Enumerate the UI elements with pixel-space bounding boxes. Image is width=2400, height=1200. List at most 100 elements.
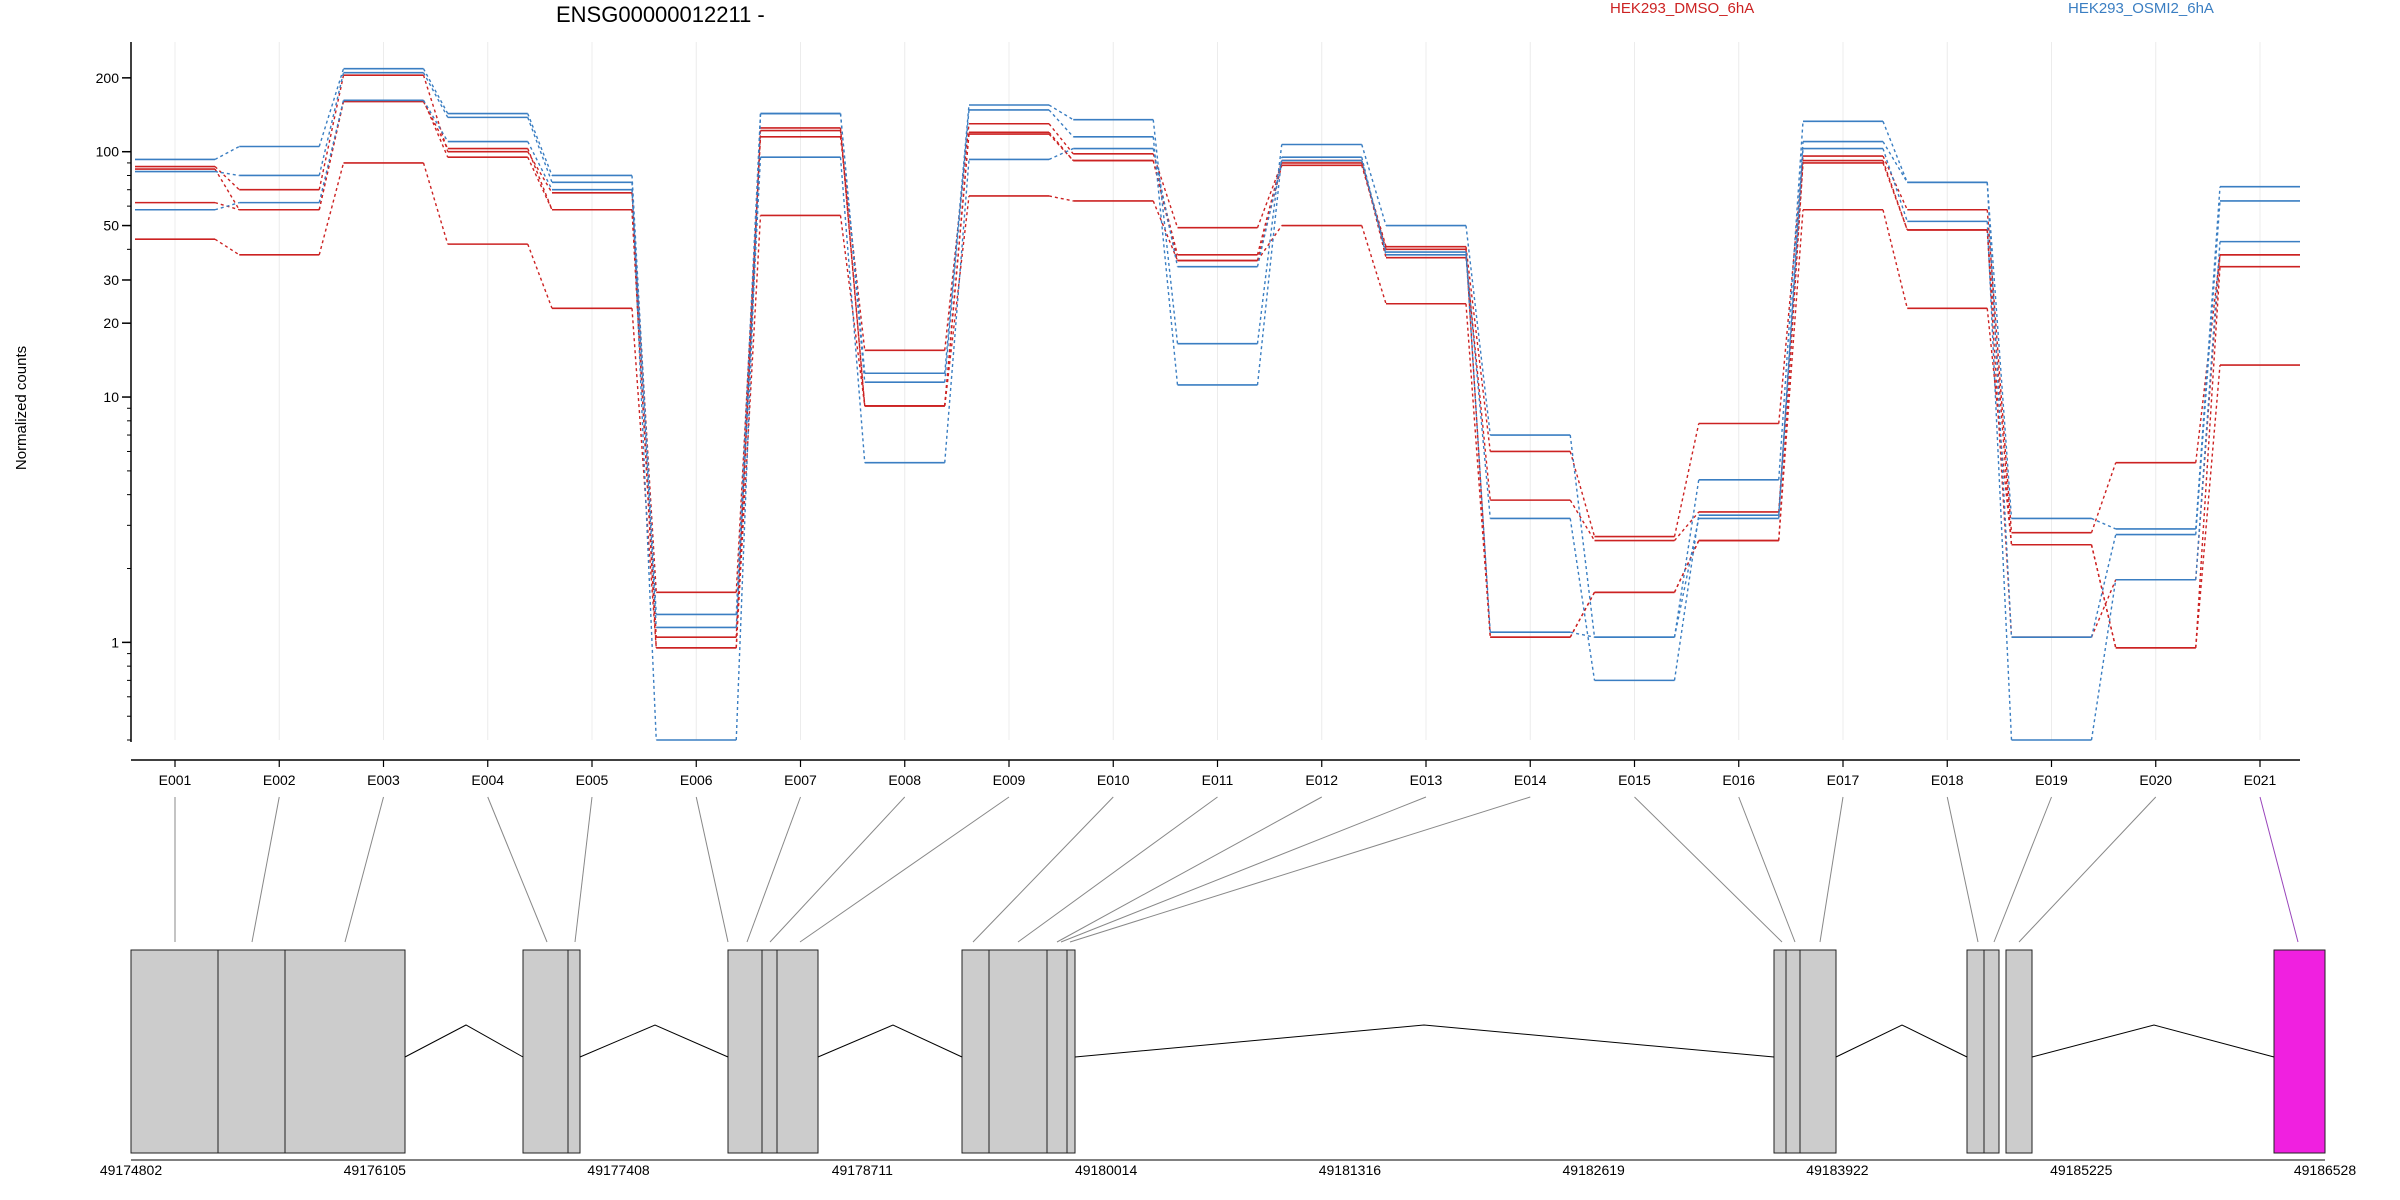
series-connector bbox=[318, 72, 345, 176]
series-connector bbox=[1465, 246, 1491, 452]
series-connector bbox=[1673, 511, 1700, 542]
series-connector bbox=[1882, 160, 1908, 231]
series-lines bbox=[135, 67, 2300, 741]
exon-box bbox=[1046, 949, 1068, 1154]
series-connector bbox=[1986, 229, 2013, 545]
x-tick-label: E014 bbox=[1514, 772, 1547, 788]
series-connector bbox=[1048, 195, 1074, 202]
y-tick-label: 10 bbox=[103, 389, 119, 405]
x-tick-label: E003 bbox=[367, 772, 400, 788]
exon-connector bbox=[1060, 796, 1427, 943]
series-connector bbox=[631, 189, 657, 628]
exon-box bbox=[567, 949, 581, 1154]
series-connector bbox=[631, 308, 657, 648]
series-connector bbox=[422, 101, 449, 149]
series-connector bbox=[839, 215, 866, 407]
x-tick-label: E010 bbox=[1097, 772, 1130, 788]
series-connector bbox=[839, 127, 866, 406]
exon-connector bbox=[1819, 796, 1844, 943]
series-connector bbox=[1569, 434, 1596, 638]
series-connector bbox=[214, 201, 240, 211]
genomic-position-label: 49178711 bbox=[832, 1162, 893, 1178]
series-connector bbox=[1882, 148, 1908, 222]
series-connector bbox=[1465, 257, 1491, 501]
series-connector bbox=[735, 157, 762, 628]
series-connector bbox=[1256, 160, 1283, 267]
x-tick-label: E021 bbox=[2244, 772, 2277, 788]
exon-box bbox=[988, 949, 1048, 1154]
y-axis: 1 10 20 30 50 100 200 bbox=[96, 42, 132, 742]
series-connector bbox=[1048, 123, 1074, 155]
series-connector bbox=[422, 99, 449, 142]
exon-connector bbox=[344, 796, 384, 943]
series-connector bbox=[1048, 109, 1074, 138]
series-connector bbox=[1986, 182, 2013, 519]
series-connector bbox=[2090, 462, 2117, 533]
series-connector bbox=[631, 209, 657, 638]
exon-box bbox=[217, 949, 286, 1154]
genomic-position-label: 49186528 bbox=[2294, 1162, 2357, 1178]
y-axis-label: Normalized counts bbox=[13, 346, 30, 470]
series-connector bbox=[1778, 121, 1804, 480]
chart-title: ENSG00000012211 - bbox=[556, 2, 765, 27]
y-tick-label: 50 bbox=[103, 218, 119, 234]
grid-lines bbox=[174, 42, 2261, 740]
series-connector bbox=[1778, 209, 1804, 541]
exon-box bbox=[776, 949, 819, 1154]
series-connector bbox=[944, 104, 970, 374]
exon-box bbox=[1799, 949, 1837, 1154]
series-connector bbox=[1465, 254, 1491, 519]
series-connector bbox=[422, 72, 449, 118]
series-connector bbox=[2090, 534, 2117, 638]
exon-connector bbox=[1993, 796, 2052, 943]
exon-box bbox=[761, 949, 778, 1154]
exon-connector bbox=[2018, 796, 2157, 943]
series-connector bbox=[1986, 209, 2013, 533]
series-connector bbox=[527, 148, 553, 211]
x-tick-label: E012 bbox=[1305, 772, 1338, 788]
x-tick-label: E018 bbox=[1931, 772, 1964, 788]
intron-line bbox=[1835, 1024, 1968, 1058]
exon-connector bbox=[487, 796, 548, 943]
series-connector bbox=[944, 159, 970, 463]
exon-box bbox=[2005, 949, 2033, 1154]
series-connector bbox=[1361, 160, 1387, 253]
exon-connector bbox=[769, 796, 906, 943]
series-connector bbox=[1361, 160, 1387, 258]
legend-osmi2: HEK293_OSMI2_6hA bbox=[2068, 0, 2214, 17]
series-connector bbox=[318, 162, 345, 255]
exon-box bbox=[1966, 949, 1985, 1154]
y-tick-label: 200 bbox=[96, 70, 120, 86]
series-connector bbox=[839, 113, 866, 383]
series-connector bbox=[1882, 141, 1908, 183]
exon-connector bbox=[1634, 796, 1783, 943]
series-connector bbox=[839, 113, 866, 374]
exon-connector bbox=[2259, 796, 2299, 943]
x-tick-label: E016 bbox=[1722, 772, 1755, 788]
y-tick-label: 1 bbox=[111, 634, 119, 650]
genomic-position-label: 49182619 bbox=[1563, 1162, 1626, 1178]
y-tick-label: 100 bbox=[96, 144, 120, 160]
intron-line bbox=[404, 1024, 524, 1058]
series-connector bbox=[214, 170, 240, 177]
exon-box bbox=[1983, 949, 2000, 1154]
series-connector bbox=[2090, 579, 2117, 741]
series-connector bbox=[1882, 155, 1908, 211]
genomic-position-label: 49176105 bbox=[344, 1162, 407, 1178]
x-tick-label: E013 bbox=[1410, 772, 1443, 788]
series-connector bbox=[1986, 221, 2013, 741]
genomic-position-label: 49185225 bbox=[2050, 1162, 2113, 1178]
series-connector bbox=[1465, 249, 1491, 638]
series-connector bbox=[2090, 579, 2117, 638]
x-tick-label: E002 bbox=[263, 772, 296, 788]
series-connector bbox=[2195, 365, 2221, 648]
genomic-positions: 49174802 49176105 49177408 49178711 49180014… bbox=[100, 1162, 2357, 1178]
exon-box bbox=[284, 949, 406, 1154]
x-tick-label: E005 bbox=[576, 772, 609, 788]
exon-connector bbox=[695, 796, 729, 943]
intron-line bbox=[1074, 1024, 1775, 1058]
intron-line bbox=[579, 1024, 729, 1058]
series-connector bbox=[1256, 160, 1283, 255]
series-connector bbox=[1256, 157, 1283, 386]
